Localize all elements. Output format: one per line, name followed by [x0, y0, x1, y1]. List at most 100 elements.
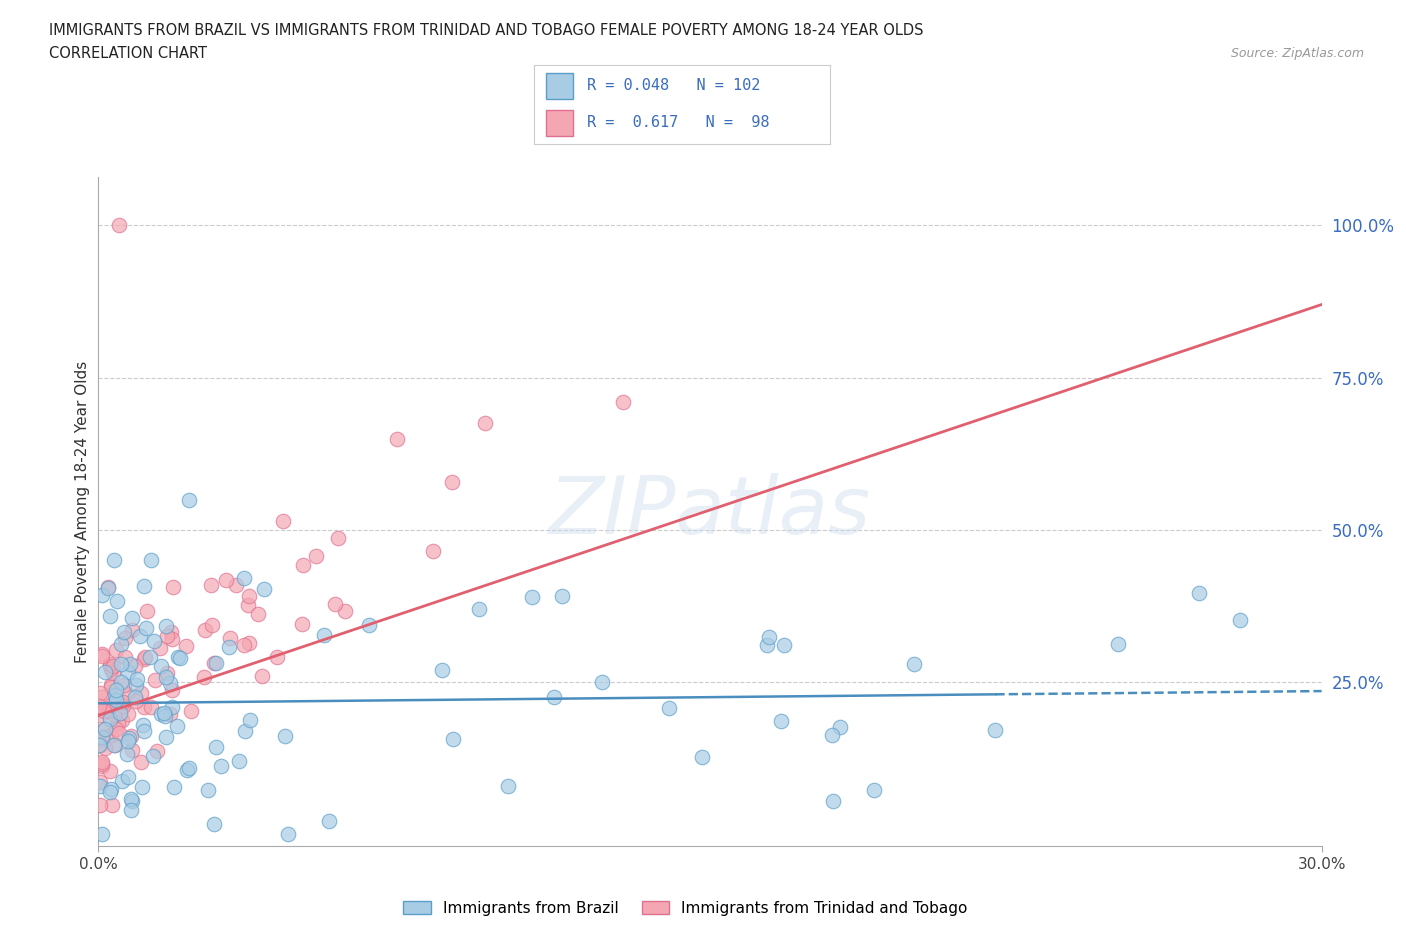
Point [90, 690, 112, 705]
Point [156, 666, 179, 681]
Point [89, 738, 111, 753]
Point [821, 727, 844, 742]
Point [291, 558, 314, 573]
Point [139, 649, 162, 664]
Point [127, 671, 149, 686]
Point [325, 597, 347, 612]
Point [103, 737, 125, 752]
Point [160, 624, 183, 639]
Point [422, 543, 444, 558]
Point [97, 703, 120, 718]
Point [166, 719, 188, 734]
Point [202, 817, 225, 831]
Point [150, 658, 173, 673]
Point [180, 703, 202, 718]
Point [94, 740, 117, 755]
Point [253, 582, 276, 597]
Point [105, 593, 128, 608]
Point [91, 755, 114, 770]
Point [93, 704, 115, 719]
Point [132, 724, 155, 738]
Text: IMMIGRANTS FROM BRAZIL VS IMMIGRANTS FROM TRINIDAD AND TOBAGO FEMALE POVERTY AMO: IMMIGRANTS FROM BRAZIL VS IMMIGRANTS FRO… [49, 23, 924, 38]
Point [612, 394, 634, 409]
Point [160, 631, 183, 646]
Point [98, 657, 121, 671]
Point [89, 707, 111, 722]
Point [108, 218, 131, 232]
Point [90, 827, 112, 842]
Y-axis label: Female Poverty Among 18-24 Year Olds: Female Poverty Among 18-24 Year Olds [75, 361, 90, 663]
Point [193, 670, 215, 684]
Point [100, 679, 122, 694]
Point [135, 620, 157, 635]
Point [160, 683, 183, 698]
Point [100, 698, 122, 712]
Point [658, 701, 681, 716]
Point [121, 793, 143, 808]
Point [134, 699, 156, 714]
Point [91, 648, 114, 663]
Point [139, 699, 162, 714]
Point [94, 665, 117, 680]
Point [136, 604, 159, 618]
Point [204, 655, 226, 670]
Point [821, 794, 844, 809]
Point [984, 723, 1007, 737]
Point [89, 685, 111, 700]
Point [233, 724, 256, 738]
Point [246, 607, 269, 622]
Point [232, 638, 254, 653]
Point [591, 674, 613, 689]
Point [101, 658, 124, 673]
Point [238, 636, 260, 651]
Point [218, 639, 240, 654]
Point [277, 827, 299, 842]
Point [117, 664, 139, 679]
Point [104, 737, 127, 752]
Point [167, 650, 190, 665]
Point [110, 657, 132, 671]
Point [176, 763, 198, 777]
Point [103, 708, 125, 723]
Point [101, 797, 124, 812]
Point [112, 698, 135, 713]
Point [522, 590, 544, 604]
Point [98, 659, 121, 674]
FancyBboxPatch shape [546, 110, 572, 137]
Text: ZIPatlas: ZIPatlas [548, 472, 872, 551]
Text: Source: ZipAtlas.com: Source: ZipAtlas.com [1230, 46, 1364, 60]
Point [250, 669, 273, 684]
Point [121, 611, 143, 626]
Point [205, 739, 228, 754]
Point [903, 657, 925, 671]
Point [211, 759, 233, 774]
Point [155, 618, 177, 633]
Point [104, 688, 127, 703]
Point [197, 783, 219, 798]
Point [114, 650, 136, 665]
Point [125, 693, 148, 708]
Point [236, 598, 259, 613]
Point [194, 622, 217, 637]
Point [159, 707, 181, 722]
Point [149, 640, 172, 655]
Point [441, 731, 464, 746]
Point [118, 731, 141, 746]
Point [114, 631, 136, 645]
Text: R = 0.048   N = 102: R = 0.048 N = 102 [588, 78, 761, 93]
Point [117, 734, 139, 749]
Point [143, 672, 166, 687]
Point [385, 432, 408, 446]
FancyBboxPatch shape [546, 73, 572, 100]
Point [120, 803, 142, 817]
Point [141, 749, 163, 764]
Point [468, 602, 491, 617]
Point [233, 571, 256, 586]
Point [121, 742, 143, 757]
Point [112, 678, 135, 693]
Point [91, 756, 114, 771]
Point [266, 649, 288, 664]
Text: R =  0.617   N =  98: R = 0.617 N = 98 [588, 115, 770, 130]
Point [111, 712, 134, 727]
Point [239, 713, 262, 728]
